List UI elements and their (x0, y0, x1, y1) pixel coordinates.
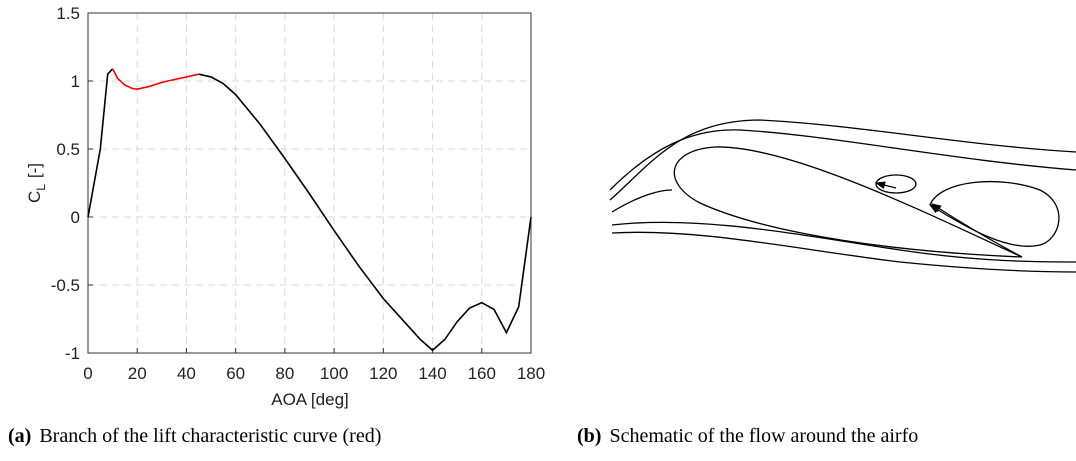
separation-line (930, 203, 1023, 258)
y-axis-label: CL [-] (25, 163, 48, 203)
plot-frame (87, 12, 532, 354)
plot: 0 20 40 60 80 100 120 140 160 180 -1 -0.5 0 0.5 1 1.5 (51, 4, 545, 383)
y-tick-label: 0.5 (56, 140, 80, 159)
x-axis-label: AOA [deg] (271, 390, 349, 409)
y-tick-label: -1 (65, 344, 80, 363)
caption-a: (a) Branch of the lift characteristic cur… (8, 425, 381, 447)
y-tick-label: -0.5 (51, 276, 80, 295)
x-tick-label: 120 (369, 364, 397, 383)
line-series (198, 73, 532, 352)
flow-schematic (609, 119, 1076, 273)
caption-text: Branch of the lift characteristic curve … (39, 425, 381, 447)
x-tick-label: 160 (468, 364, 496, 383)
line-series (87, 68, 114, 218)
x-tick-label: 40 (177, 364, 196, 383)
streamline (611, 231, 1076, 273)
x-tick-label: 180 (517, 364, 545, 383)
caption-text: Schematic of the flow around the airfo (609, 425, 918, 447)
x-tick-label: 80 (275, 364, 294, 383)
separation-line (874, 181, 897, 189)
streamline (609, 129, 1076, 191)
caption-b: (b) Schematic of the flow around the airf… (577, 425, 918, 447)
caption-label: (b) (577, 425, 601, 447)
x-tick-label: 20 (128, 364, 147, 383)
vortex (928, 181, 1060, 247)
line-series (111, 68, 199, 90)
streamline (611, 221, 1076, 263)
y-label-main: C (25, 191, 44, 203)
x-tick-label: 100 (320, 364, 348, 383)
caption-label: (a) (8, 425, 31, 447)
airfoil (673, 146, 1023, 258)
x-tick-label: 140 (418, 364, 446, 383)
y-label-unit: [-] (25, 163, 44, 178)
streamline (611, 189, 673, 213)
x-tick-label: 60 (226, 364, 245, 383)
y-tick-label: 1 (71, 72, 80, 91)
y-tick-label: 0 (71, 208, 80, 227)
streamline (609, 119, 1076, 201)
y-label-sub: L (34, 184, 48, 191)
x-tick-label: 0 (83, 364, 92, 383)
y-tick-label: 1.5 (56, 4, 80, 23)
